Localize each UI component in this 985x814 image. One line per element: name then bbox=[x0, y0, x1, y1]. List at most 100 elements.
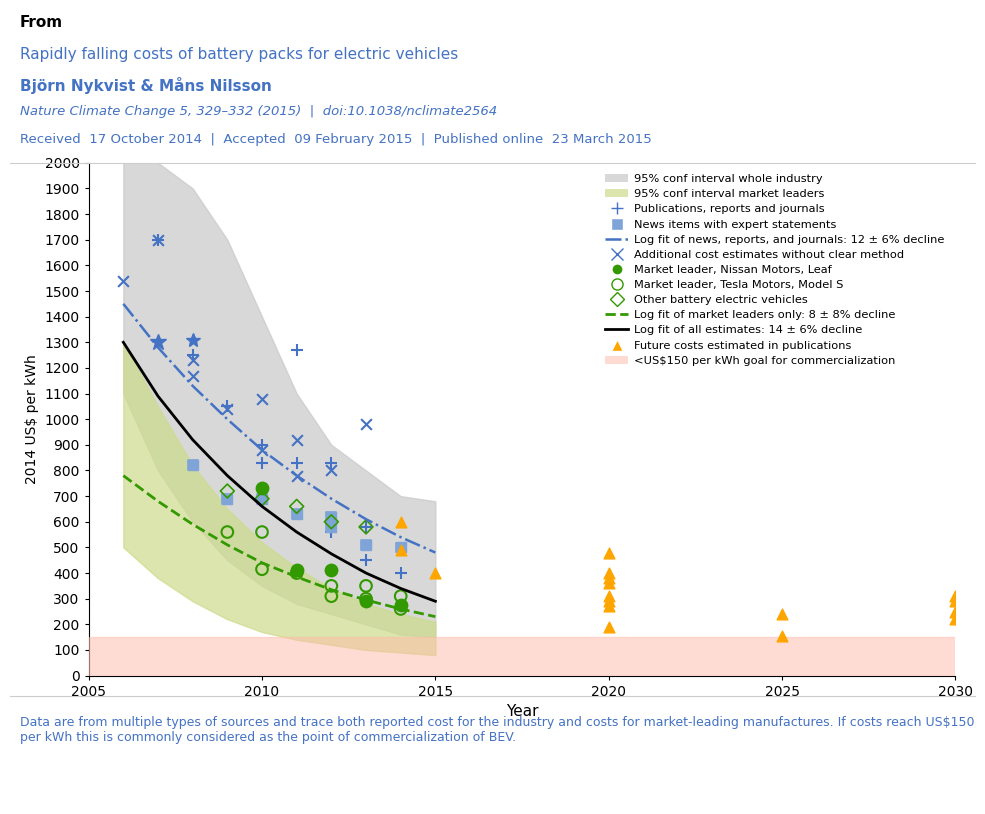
Log fit of market leaders only: 8 ± 8% decline: (2.01e+03, 440): 8 ± 8% decline: (2.01e+03, 440) bbox=[256, 558, 268, 567]
News items with expert statements bbox=[323, 510, 339, 523]
Market leader, Nissan Motors, Leaf bbox=[359, 595, 374, 608]
Point bbox=[323, 520, 339, 533]
Line: Log fit of market leaders only: 8 ± 8% decline: Log fit of market leaders only: 8 ± 8% d… bbox=[123, 475, 435, 617]
Other battery electric vehicles bbox=[289, 500, 304, 513]
Legend: 95% conf interval whole industry, 95% conf interval market leaders, Publications: 95% conf interval whole industry, 95% co… bbox=[600, 168, 950, 371]
Log fit of market leaders only: 8 ± 8% decline: (2.02e+03, 230): 8 ± 8% decline: (2.02e+03, 230) bbox=[429, 612, 441, 622]
Future costs estimated in publications bbox=[948, 589, 963, 602]
Text: Received  17 October 2014  |  Accepted  09 February 2015  |  Published online  2: Received 17 October 2014 | Accepted 09 F… bbox=[20, 133, 651, 146]
Future costs estimated in publications bbox=[393, 544, 409, 557]
Log fit of news, reports, and journals: 12 ± 6% decline: (2.01e+03, 880): 12 ± 6% decline: (2.01e+03, 880) bbox=[256, 445, 268, 455]
Market leader, Tesla Motors, Model S bbox=[393, 589, 409, 602]
Market leader, Nissan Motors, Leaf bbox=[393, 598, 409, 611]
Other battery electric vehicles bbox=[254, 492, 270, 505]
Log fit of market leaders only: 8 ± 8% decline: (2.01e+03, 260): 8 ± 8% decline: (2.01e+03, 260) bbox=[395, 604, 407, 614]
Publications, reports and journals bbox=[254, 438, 270, 451]
Text: Nature Climate Change 5, 329–332 (2015)  |  doi:10.1038/nclimate2564: Nature Climate Change 5, 329–332 (2015) … bbox=[20, 105, 496, 118]
Bar bbox=[89, 637, 955, 676]
Log fit of all estimates: 14 ± 6% decline: (2.01e+03, 340): 14 ± 6% decline: (2.01e+03, 340) bbox=[395, 584, 407, 593]
Log fit of market leaders only: 8 ± 8% decline: (2.01e+03, 385): 8 ± 8% decline: (2.01e+03, 385) bbox=[291, 572, 302, 582]
Point bbox=[220, 492, 235, 505]
Point bbox=[289, 508, 304, 521]
Log fit of market leaders only: 8 ± 8% decline: (2.01e+03, 590): 8 ± 8% decline: (2.01e+03, 590) bbox=[187, 519, 199, 529]
Additional cost estimates without clear method bbox=[220, 402, 235, 415]
Publications, reports and journals bbox=[323, 457, 339, 470]
Market leader, Nissan Motors, Leaf bbox=[323, 564, 339, 577]
Future costs estimated in publications bbox=[393, 515, 409, 528]
Log fit of all estimates: 14 ± 6% decline: (2.01e+03, 560): 14 ± 6% decline: (2.01e+03, 560) bbox=[291, 527, 302, 537]
Y-axis label: 2014 US$ per kWh: 2014 US$ per kWh bbox=[25, 354, 38, 484]
Log fit of all estimates: 14 ± 6% decline: (2.01e+03, 1.09e+03): 14 ± 6% decline: (2.01e+03, 1.09e+03) bbox=[152, 392, 164, 401]
News items with expert statements bbox=[254, 492, 270, 505]
Log fit of news, reports, and journals: 12 ± 6% decline: (2.01e+03, 690): 12 ± 6% decline: (2.01e+03, 690) bbox=[325, 494, 337, 504]
Additional cost estimates without clear method bbox=[185, 369, 201, 382]
Log fit of news, reports, and journals: 12 ± 6% decline: (2.01e+03, 1.45e+03): 12 ± 6% decline: (2.01e+03, 1.45e+03) bbox=[117, 299, 129, 309]
Publications, reports and journals bbox=[254, 457, 270, 470]
Future costs estimated in publications bbox=[601, 595, 617, 608]
Log fit of all estimates: 14 ± 6% decline: (2.01e+03, 920): 14 ± 6% decline: (2.01e+03, 920) bbox=[187, 435, 199, 444]
Future costs estimated in publications bbox=[601, 589, 617, 602]
News items with expert statements bbox=[289, 508, 304, 521]
Publications, reports and journals bbox=[393, 567, 409, 580]
Additional cost estimates without clear method bbox=[254, 444, 270, 457]
Market leader, Tesla Motors, Model S bbox=[359, 580, 374, 593]
Point bbox=[185, 459, 201, 472]
Other battery electric vehicles bbox=[359, 520, 374, 533]
Future costs estimated in publications bbox=[601, 577, 617, 590]
Log fit of news, reports, and journals: 12 ± 6% decline: (2.01e+03, 780): 12 ± 6% decline: (2.01e+03, 780) bbox=[291, 470, 302, 480]
Log fit of market leaders only: 8 ± 8% decline: (2.01e+03, 680): 8 ± 8% decline: (2.01e+03, 680) bbox=[152, 497, 164, 506]
Log fit of news, reports, and journals: 12 ± 6% decline: (2.01e+03, 610): 12 ± 6% decline: (2.01e+03, 610) bbox=[361, 514, 372, 524]
Publications, reports and journals bbox=[359, 520, 374, 533]
Future costs estimated in publications bbox=[601, 571, 617, 584]
Log fit of market leaders only: 8 ± 8% decline: (2.01e+03, 335): 8 ± 8% decline: (2.01e+03, 335) bbox=[325, 584, 337, 594]
News items with expert statements bbox=[323, 520, 339, 533]
Market leader, Nissan Motors, Leaf bbox=[289, 564, 304, 577]
Market leader, Tesla Motors, Model S bbox=[393, 602, 409, 615]
Log fit of all estimates: 14 ± 6% decline: (2.01e+03, 780): 14 ± 6% decline: (2.01e+03, 780) bbox=[222, 470, 233, 480]
Future costs estimated in publications bbox=[948, 613, 963, 626]
Future costs estimated in publications bbox=[601, 567, 617, 580]
News items with expert statements bbox=[393, 540, 409, 554]
Market leader, Tesla Motors, Model S bbox=[254, 562, 270, 575]
Publications, reports and journals bbox=[323, 526, 339, 539]
Future costs estimated in publications bbox=[601, 546, 617, 559]
Additional cost estimates without clear method bbox=[115, 274, 131, 287]
Additional cost estimates without clear method bbox=[323, 464, 339, 477]
X-axis label: Year: Year bbox=[506, 704, 538, 720]
Log fit of all estimates: 14 ± 6% decline: (2.02e+03, 290): 14 ± 6% decline: (2.02e+03, 290) bbox=[429, 597, 441, 606]
Point bbox=[393, 540, 409, 554]
Text: Rapidly falling costs of battery packs for electric vehicles: Rapidly falling costs of battery packs f… bbox=[20, 47, 458, 62]
Text: Data are from multiple types of sources and trace both reported cost for the ind: Data are from multiple types of sources … bbox=[20, 716, 974, 744]
Additional cost estimates without clear method bbox=[359, 418, 374, 431]
News items with expert statements bbox=[359, 538, 374, 551]
Line: Log fit of all estimates: 14 ± 6% decline: Log fit of all estimates: 14 ± 6% declin… bbox=[123, 342, 435, 602]
Point bbox=[254, 492, 270, 505]
Additional cost estimates without clear method bbox=[254, 392, 270, 405]
Log fit of news, reports, and journals: 12 ± 6% decline: (2.01e+03, 1.28e+03): 12 ± 6% decline: (2.01e+03, 1.28e+03) bbox=[152, 343, 164, 352]
Future costs estimated in publications bbox=[948, 595, 963, 608]
Log fit of news, reports, and journals: 12 ± 6% decline: (2.01e+03, 1e+03): 12 ± 6% decline: (2.01e+03, 1e+03) bbox=[222, 414, 233, 424]
Log fit of market leaders only: 8 ± 8% decline: (2.01e+03, 295): 8 ± 8% decline: (2.01e+03, 295) bbox=[361, 595, 372, 605]
Future costs estimated in publications bbox=[601, 600, 617, 613]
Publications, reports and journals bbox=[220, 400, 235, 413]
Future costs estimated in publications bbox=[601, 620, 617, 633]
Market leader, Tesla Motors, Model S bbox=[359, 593, 374, 606]
Publications, reports and journals bbox=[289, 457, 304, 470]
Future costs estimated in publications bbox=[948, 605, 963, 618]
Log fit of news, reports, and journals: 12 ± 6% decline: (2.02e+03, 480): 12 ± 6% decline: (2.02e+03, 480) bbox=[429, 548, 441, 558]
Other battery electric vehicles bbox=[323, 515, 339, 528]
Future costs estimated in publications bbox=[427, 567, 443, 580]
Market leader, Tesla Motors, Model S bbox=[289, 567, 304, 580]
Additional cost estimates without clear method bbox=[289, 433, 304, 446]
Additional cost estimates without clear method bbox=[289, 469, 304, 482]
Log fit of all estimates: 14 ± 6% decline: (2.01e+03, 660): 14 ± 6% decline: (2.01e+03, 660) bbox=[256, 501, 268, 511]
Market leader, Tesla Motors, Model S bbox=[254, 526, 270, 539]
News items with expert statements bbox=[220, 492, 235, 505]
Publications, reports and journals bbox=[150, 233, 165, 246]
Log fit of market leaders only: 8 ± 8% decline: (2.01e+03, 780): 8 ± 8% decline: (2.01e+03, 780) bbox=[117, 470, 129, 480]
Line: Log fit of news, reports, and journals: 12 ± 6% decline: Log fit of news, reports, and journals: … bbox=[123, 304, 435, 553]
Log fit of news, reports, and journals: 12 ± 6% decline: (2.01e+03, 1.13e+03): 12 ± 6% decline: (2.01e+03, 1.13e+03) bbox=[187, 381, 199, 391]
Log fit of all estimates: 14 ± 6% decline: (2.01e+03, 1.3e+03): 14 ± 6% decline: (2.01e+03, 1.3e+03) bbox=[117, 337, 129, 347]
Future costs estimated in publications bbox=[774, 629, 790, 642]
Additional cost estimates without clear method bbox=[185, 354, 201, 367]
